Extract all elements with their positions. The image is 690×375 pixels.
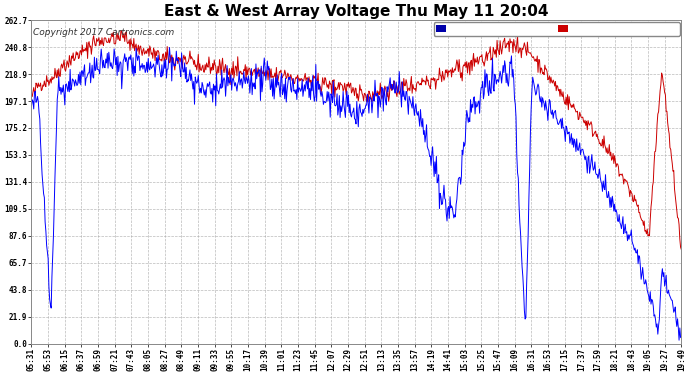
Legend: East Array  (DC Volts), West Array  (DC Volts): East Array (DC Volts), West Array (DC Vo… — [434, 22, 680, 36]
Title: East & West Array Voltage Thu May 11 20:04: East & West Array Voltage Thu May 11 20:… — [164, 4, 549, 19]
Text: Copyright 2017 Cartronics.com: Copyright 2017 Cartronics.com — [33, 28, 175, 38]
